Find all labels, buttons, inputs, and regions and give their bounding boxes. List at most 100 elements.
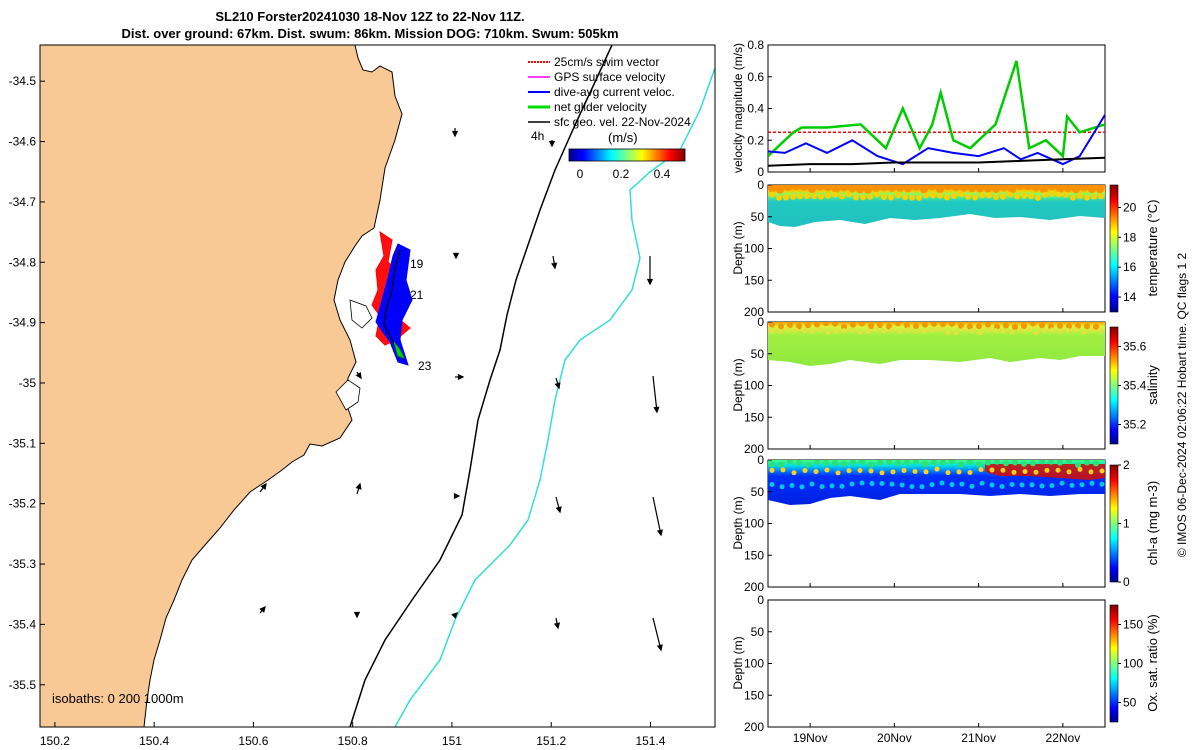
temperature-colorbar-label: temperature (°C)	[1145, 200, 1160, 297]
date-tick-label: 22Nov	[1046, 731, 1081, 745]
profile-dot	[959, 481, 965, 487]
profile-dot	[841, 328, 847, 334]
profile-dot	[897, 329, 903, 335]
colorbar-tick-label: 50	[1123, 696, 1137, 710]
velocity-series-net-glider-velocity	[768, 60, 1105, 159]
profile-dot	[1007, 191, 1013, 198]
profile-dot	[805, 461, 811, 468]
depth-tick-label: 50	[751, 485, 765, 499]
depth-tick-label: 0	[757, 315, 764, 329]
profile-dot	[1049, 327, 1055, 333]
geo-arrow-head	[554, 382, 561, 390]
profile-dot	[951, 193, 957, 200]
profile-dot	[1049, 483, 1055, 489]
map-x-tick-label: 150.6	[238, 734, 268, 748]
figure-title: SL210 Forster20241030 18-Nov 12Z to 22-N…	[215, 9, 525, 24]
map-y-tick-label: -34.8	[9, 255, 37, 269]
profile-dot	[937, 192, 943, 199]
velocity-y-tick-label: 0.4	[747, 102, 764, 116]
profile-dot	[796, 323, 802, 330]
profile-dot	[1030, 460, 1036, 467]
profile-dot	[809, 481, 815, 487]
geo-arrow-head	[355, 482, 362, 490]
profile-dot	[849, 481, 855, 487]
geo-arrow-head	[453, 492, 461, 500]
velocity-ylabel: velocity magnitude (m/s)	[731, 43, 745, 173]
profile-dot	[1064, 185, 1072, 193]
chlorophyll-surface-max	[985, 464, 1105, 480]
profile-dot	[850, 322, 856, 328]
profile-dot	[817, 326, 823, 332]
profile-dot	[1088, 185, 1096, 194]
map-x-tick-label: 150.2	[40, 734, 70, 748]
geo-arrow-head	[551, 262, 558, 270]
land-mass	[40, 45, 403, 727]
profile-dot	[1041, 328, 1047, 334]
profile-dot	[936, 185, 944, 194]
geo-arrow-head	[353, 611, 361, 619]
profile-dot	[804, 193, 810, 200]
profile-dot	[1079, 482, 1085, 488]
velocity-y-tick-label: 0	[757, 165, 764, 179]
geo-arrow	[652, 375, 658, 413]
profile-dot	[913, 323, 919, 330]
profile-dot	[1035, 194, 1041, 201]
profile-dot	[864, 185, 872, 194]
temperature-colorbar	[1109, 184, 1119, 313]
profile-dot	[985, 327, 991, 333]
profile-dot	[989, 482, 995, 488]
profile-dot	[769, 461, 775, 468]
profile-dot	[1073, 327, 1079, 333]
map-y-tick-label: -35	[19, 376, 37, 390]
depth-tick-label: 200	[744, 305, 764, 319]
velocity-y-tick-label: 0.8	[747, 38, 764, 52]
profile-dot	[819, 484, 825, 490]
profile-dot	[1011, 469, 1017, 475]
profile-dot	[888, 194, 894, 201]
profile-dot	[1009, 329, 1015, 335]
profile-dot	[1089, 480, 1095, 486]
profile-dot	[1055, 467, 1061, 473]
profile-dot	[841, 323, 847, 330]
current-vector-cloud	[375, 243, 413, 366]
map-x-tick-label: 151	[442, 734, 462, 748]
profile-dot	[857, 468, 863, 474]
colorbar-tick-label: 20	[1123, 200, 1137, 214]
depth-tick-label: 0	[757, 593, 764, 607]
map-legend: 25cm/s swim vector GPS surface velocity …	[528, 55, 691, 181]
profile-dot	[1077, 192, 1083, 199]
date-tick-label: 21Nov	[961, 731, 996, 745]
profile-dot	[994, 460, 1000, 465]
map-x-axis: 150.2 150.4 150.6 150.8 151 151.2 151.4	[40, 722, 666, 748]
profile-dot	[902, 194, 908, 201]
oxygen-colorbar	[1109, 604, 1119, 723]
geo-arrow-head	[451, 612, 458, 619]
profile-dot	[999, 483, 1005, 489]
profile-dot	[1097, 327, 1103, 333]
geo-arrow-head	[259, 605, 266, 613]
profile-dot	[1003, 460, 1009, 467]
profile-dot	[921, 328, 927, 334]
profile-dot	[904, 460, 910, 466]
colorbar-tick-label: 0	[1123, 575, 1130, 589]
profile-dot	[825, 330, 831, 336]
profile-dot	[814, 460, 820, 465]
profile-dot	[1040, 185, 1048, 194]
geo-arrow-head	[656, 644, 663, 652]
depth-tick-label: 0	[757, 178, 764, 192]
profile-dot	[1009, 482, 1015, 488]
profile-dot	[1021, 460, 1027, 467]
profile-dot	[769, 481, 775, 487]
profile-dot	[979, 480, 985, 486]
profile-dot	[1049, 191, 1055, 198]
profile-dot	[881, 328, 887, 334]
map-y-tick-label: -34.5	[9, 74, 37, 88]
profile-dot	[922, 460, 928, 467]
profile-dot	[1056, 185, 1064, 194]
profile-dot	[1000, 185, 1008, 192]
profile-dot	[805, 322, 811, 329]
profile-dot	[853, 194, 859, 201]
profile-dot	[944, 194, 950, 201]
profile-dot	[965, 193, 971, 200]
